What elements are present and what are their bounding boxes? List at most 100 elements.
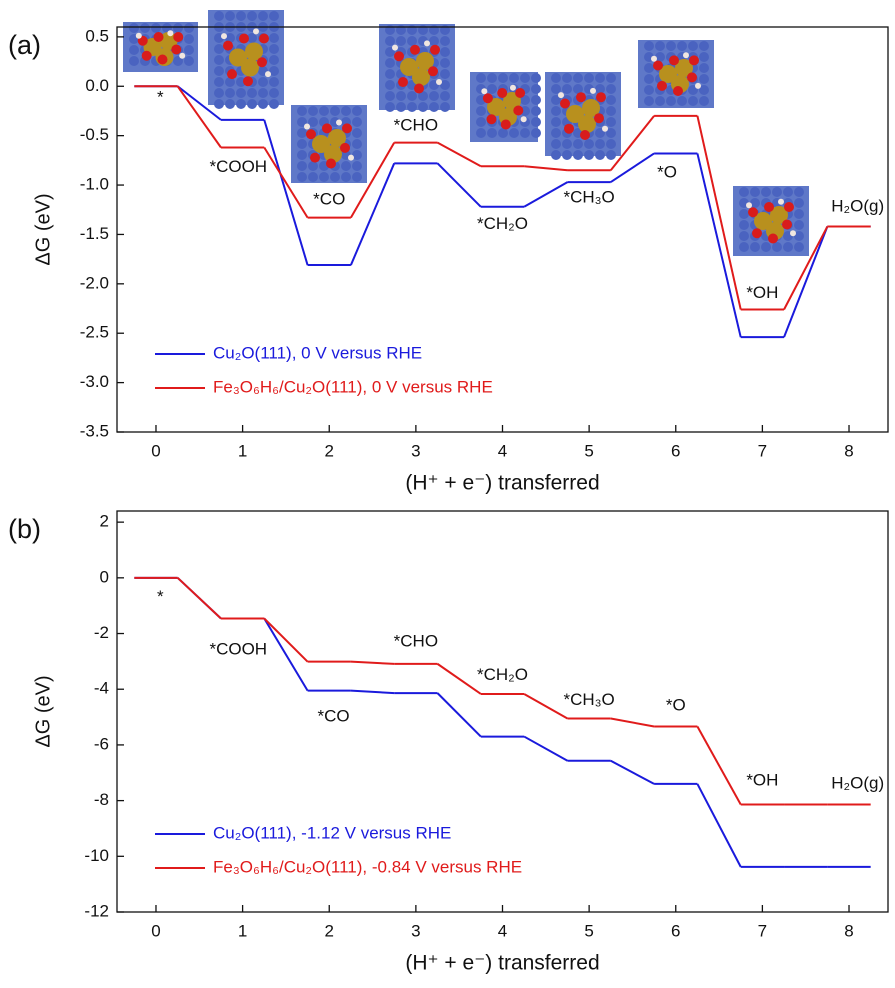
o-atom	[752, 228, 762, 238]
o-atom	[784, 202, 794, 212]
lattice-atom	[750, 242, 760, 252]
lattice-atom	[573, 139, 583, 149]
lattice-atom	[352, 106, 362, 116]
h-atom	[436, 79, 442, 85]
connector	[524, 694, 567, 719]
y-tick-label: 0	[100, 567, 109, 586]
lattice-atom	[562, 139, 572, 149]
plot-frame	[117, 511, 888, 912]
connector	[438, 664, 481, 694]
lattice-atom	[666, 41, 676, 51]
lattice-atom	[750, 187, 760, 197]
structure-inset	[291, 105, 367, 183]
o-atom	[322, 123, 332, 133]
lattice-atom	[606, 106, 616, 116]
structure-inset	[123, 22, 198, 72]
lattice-atom	[520, 73, 530, 83]
lattice-atom	[341, 172, 351, 182]
h-atom	[221, 33, 227, 39]
h-atom	[179, 53, 185, 59]
o-atom	[157, 55, 167, 65]
step-label: *CH₂O	[477, 665, 528, 684]
o-atom	[239, 34, 249, 44]
x-tick-label: 0	[151, 921, 160, 940]
lattice-atom	[739, 187, 749, 197]
lattice-atom	[739, 209, 749, 219]
o-atom	[483, 93, 493, 103]
lattice-atom	[407, 36, 417, 46]
o-atom	[173, 32, 183, 42]
step-label: *O	[666, 695, 686, 714]
h-atom	[521, 116, 527, 122]
h-atom	[304, 123, 310, 129]
lattice-atom	[551, 73, 561, 83]
h-atom	[683, 52, 689, 58]
lattice-atom	[551, 117, 561, 127]
lattice-atom	[429, 102, 439, 112]
fe-atom	[241, 59, 259, 77]
lattice-atom	[487, 73, 497, 83]
structure-inset	[470, 72, 541, 142]
h-atom	[348, 155, 354, 161]
lattice-atom	[476, 117, 486, 127]
lattice-atom	[341, 161, 351, 171]
lattice-atom	[794, 242, 804, 252]
lattice-atom	[551, 139, 561, 149]
lattice-atom	[794, 220, 804, 230]
lattice-atom	[418, 102, 428, 112]
o-atom	[748, 207, 758, 217]
o-atom	[689, 55, 699, 65]
y-tick-label: -3.0	[80, 372, 109, 391]
o-atom	[515, 88, 525, 98]
connector	[524, 182, 567, 207]
lattice-atom	[440, 91, 450, 101]
step-label: *CH₃O	[563, 187, 614, 206]
y-tick-label: -3.5	[80, 421, 109, 440]
step-label: *O	[657, 163, 677, 182]
lattice-atom	[783, 242, 793, 252]
o-atom	[410, 45, 420, 55]
lattice-atom	[151, 23, 161, 33]
lattice-atom	[297, 139, 307, 149]
lattice-atom	[551, 84, 561, 94]
lattice-atom	[173, 23, 183, 33]
lattice-atom	[794, 187, 804, 197]
o-atom	[653, 61, 663, 71]
fe-atom	[578, 115, 596, 133]
x-tick-label: 6	[671, 441, 680, 460]
lattice-atom	[396, 36, 406, 46]
lattice-atom	[214, 99, 224, 109]
connector	[524, 737, 567, 761]
o-atom	[782, 220, 792, 230]
x-tick-label: 8	[844, 441, 853, 460]
o-atom	[227, 69, 237, 79]
lattice-atom	[677, 96, 687, 106]
lattice-atom	[699, 52, 709, 62]
lattice-atom	[440, 58, 450, 68]
structure-inset	[208, 10, 284, 109]
lattice-atom	[531, 128, 541, 138]
legend-label: Fe₃O₆H₆/Cu₂O(111), -0.84 V versus RHE	[213, 857, 522, 876]
step-label: *	[157, 88, 164, 107]
lattice-atom	[772, 242, 782, 252]
o-atom	[768, 234, 778, 244]
o-atom	[340, 143, 350, 153]
o-atom	[223, 41, 233, 51]
lattice-atom	[606, 139, 616, 149]
panel-label: (a)	[8, 30, 41, 60]
lattice-atom	[739, 220, 749, 230]
lattice-atom	[476, 73, 486, 83]
lattice-atom	[520, 128, 530, 138]
lattice-atom	[184, 23, 194, 33]
lattice-atom	[269, 55, 279, 65]
lattice-atom	[269, 77, 279, 87]
lattice-atom	[297, 161, 307, 171]
lattice-atom	[531, 95, 541, 105]
o-atom	[171, 45, 181, 55]
o-atom	[669, 55, 679, 65]
lattice-atom	[531, 84, 541, 94]
lattice-atom	[595, 73, 605, 83]
o-atom	[657, 81, 667, 91]
lattice-atom	[644, 96, 654, 106]
h-atom	[167, 30, 173, 36]
